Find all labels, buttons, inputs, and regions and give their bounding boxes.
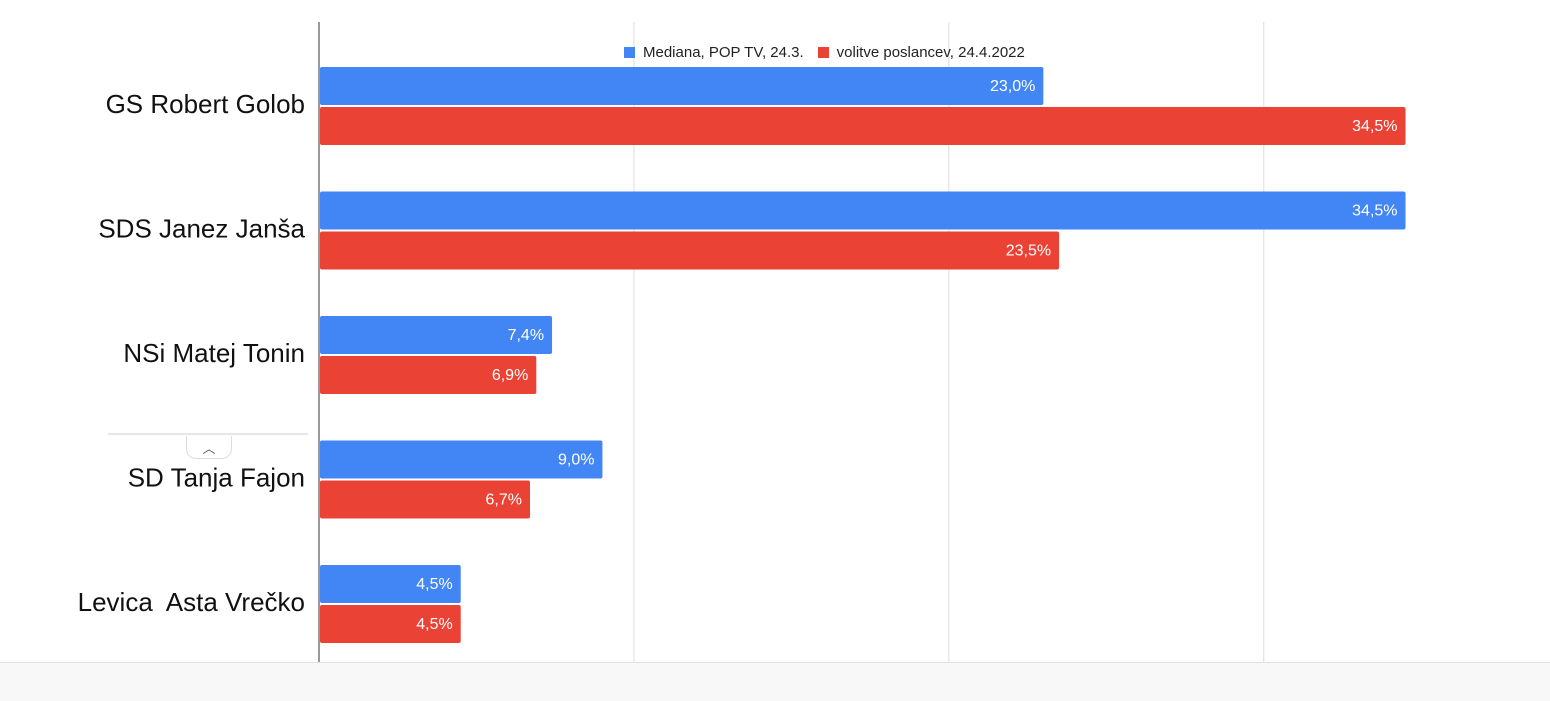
legend-swatch-series-2 (817, 47, 829, 58)
legend-label-series-2: volitve poslancev, 24.4.2022 (836, 44, 1025, 61)
collapse-button[interactable]: ︿ (186, 436, 232, 459)
bars: 23,0% 34,5% 34,5% 23,5% 7,4% 6,9% 9,0% 6,7% 4,5%… (320, 67, 1406, 643)
data-label: 23,5% (1006, 243, 1051, 260)
collapse-divider (108, 433, 308, 435)
category-label: NSi Matej Tonin (123, 338, 305, 368)
bar-series-1[interactable] (320, 565, 461, 603)
category-label: SDS Janez Janša (98, 213, 305, 243)
data-label: 7,4% (508, 327, 544, 344)
data-label: 34,5% (1352, 203, 1397, 220)
bar-series-2[interactable] (320, 356, 537, 394)
data-label: 34,5% (1352, 118, 1397, 135)
legend-label-series-1: Mediana, POP TV, 24.3. (643, 44, 804, 61)
data-label: 9,0% (558, 452, 594, 469)
bar-series-2[interactable] (320, 480, 531, 519)
bar-series-2[interactable] (320, 231, 1060, 270)
data-label: 4,5% (416, 576, 452, 593)
chart-area: 23,0% 34,5% 34,5% 23,5% 7,4% 6,9% 9,0% 6,7% 4,5%… (78, 22, 1406, 662)
bar-series-1[interactable] (320, 67, 1044, 105)
legend: Mediana, POP TV, 24.3. volitve poslancev… (624, 44, 1039, 61)
collapse-handle: ︿ (108, 432, 308, 459)
data-label: 6,7% (486, 492, 522, 509)
bar-series-1[interactable] (320, 440, 603, 479)
category-label: GS Robert Golob (106, 89, 305, 119)
category-label: Levica Asta Vrečko (78, 587, 305, 617)
bottom-bar (0, 662, 1550, 701)
data-label: 6,9% (492, 367, 528, 384)
bar-series-1[interactable] (320, 316, 553, 354)
legend-item-series-2: volitve poslancev, 24.4.2022 (817, 44, 1025, 61)
category-labels: GS Robert Golob SDS Janez Janša NSi Matej … (78, 89, 306, 617)
data-label: 4,5% (416, 616, 452, 633)
bar-series-2[interactable] (320, 605, 461, 643)
data-label: 23,0% (990, 78, 1035, 95)
category-label: SD Tanja Fajon (128, 462, 305, 492)
bar-series-2[interactable] (320, 107, 1406, 145)
bar-chart: 23,0% 34,5% 34,5% 23,5% 7,4% 6,9% 9,0% 6,7% 4,5%… (78, 22, 1406, 662)
chevron-up-icon: ︿ (202, 440, 216, 456)
legend-item-series-1: Mediana, POP TV, 24.3. (624, 44, 804, 61)
bar-series-1[interactable] (320, 191, 1406, 230)
legend-swatch-series-1 (624, 47, 635, 58)
